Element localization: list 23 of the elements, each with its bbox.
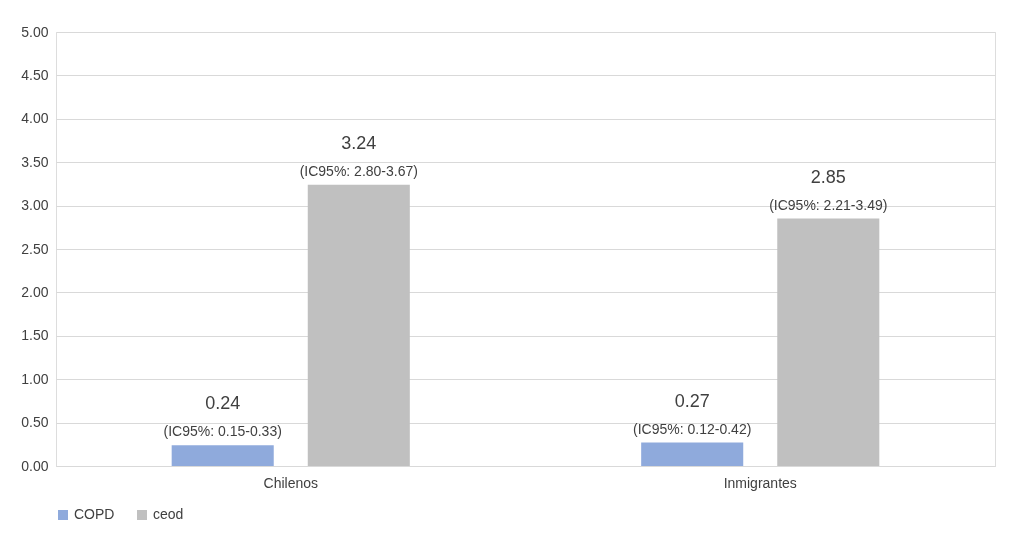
bar xyxy=(171,445,274,466)
legend-label: COPD xyxy=(74,506,115,522)
x-tick-label: Inmigrantes xyxy=(723,474,797,491)
y-tick-label: 0.00 xyxy=(21,457,49,474)
y-tick-label: 0.50 xyxy=(21,414,49,431)
y-tick-label: 5.00 xyxy=(21,23,49,40)
bar xyxy=(641,442,744,466)
text: 0.24 (IC95%: 0.15-0.33) xyxy=(163,393,282,440)
y-tick-label: 1.50 xyxy=(21,327,49,344)
text: 2.85 (IC95%: 2.21-3.49) xyxy=(769,166,888,213)
bar xyxy=(777,218,880,466)
legend-label: ceod xyxy=(153,506,184,522)
y-tick-label: 3.00 xyxy=(21,197,49,214)
text: 3.24 (IC95%: 2.80-3.67) xyxy=(299,132,418,179)
y-tick-label: 4.00 xyxy=(21,110,49,127)
y-tick-label: 2.50 xyxy=(21,240,49,257)
y-tick-label: 3.50 xyxy=(21,153,49,170)
y-tick-label: 2.00 xyxy=(21,283,49,300)
text: 0.27 (IC95%: 0.12-0.42) xyxy=(633,390,752,437)
bar xyxy=(307,184,410,466)
y-tick-label: 1.00 xyxy=(21,370,49,387)
y-tick-label: 4.50 xyxy=(21,66,49,83)
x-tick-label: Chilenos xyxy=(263,474,318,491)
